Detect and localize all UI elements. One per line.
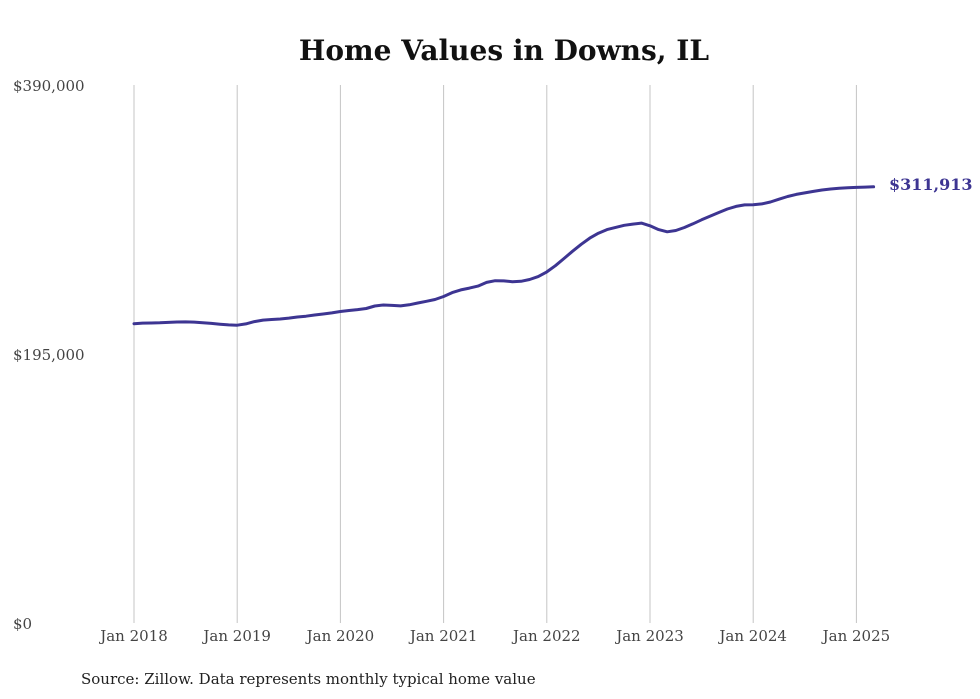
chart-title: Home Values in Downs, IL: [299, 34, 709, 67]
latest-value-label: $311,913: [889, 175, 973, 194]
x-tick-label: Jan 2020: [305, 627, 375, 645]
home-value-series-line: [132, 185, 876, 327]
x-axis-tick-labels: Jan 2018 Jan 2019 Jan 2020 Jan 2021 Jan 2022…: [98, 627, 890, 645]
x-tick-label: Jan 2023: [614, 627, 684, 645]
x-tick-label: Jan 2022: [511, 627, 581, 645]
x-tick-label: Jan 2018: [98, 627, 168, 645]
source-note: Source: Zillow. Data represents monthly …: [81, 670, 536, 688]
y-axis-tick-labels: $0 $195,000 $390,000: [13, 77, 85, 633]
y-tick-label: $390,000: [13, 77, 85, 95]
x-tick-label: Jan 2024: [717, 627, 787, 645]
vertical-gridlines: [133, 85, 857, 623]
x-tick-label: Jan 2021: [408, 627, 478, 645]
x-tick-label: Jan 2019: [201, 627, 271, 645]
y-tick-label: $0: [13, 615, 32, 633]
x-tick-label: Jan 2025: [821, 627, 891, 645]
y-tick-label: $195,000: [13, 346, 85, 364]
